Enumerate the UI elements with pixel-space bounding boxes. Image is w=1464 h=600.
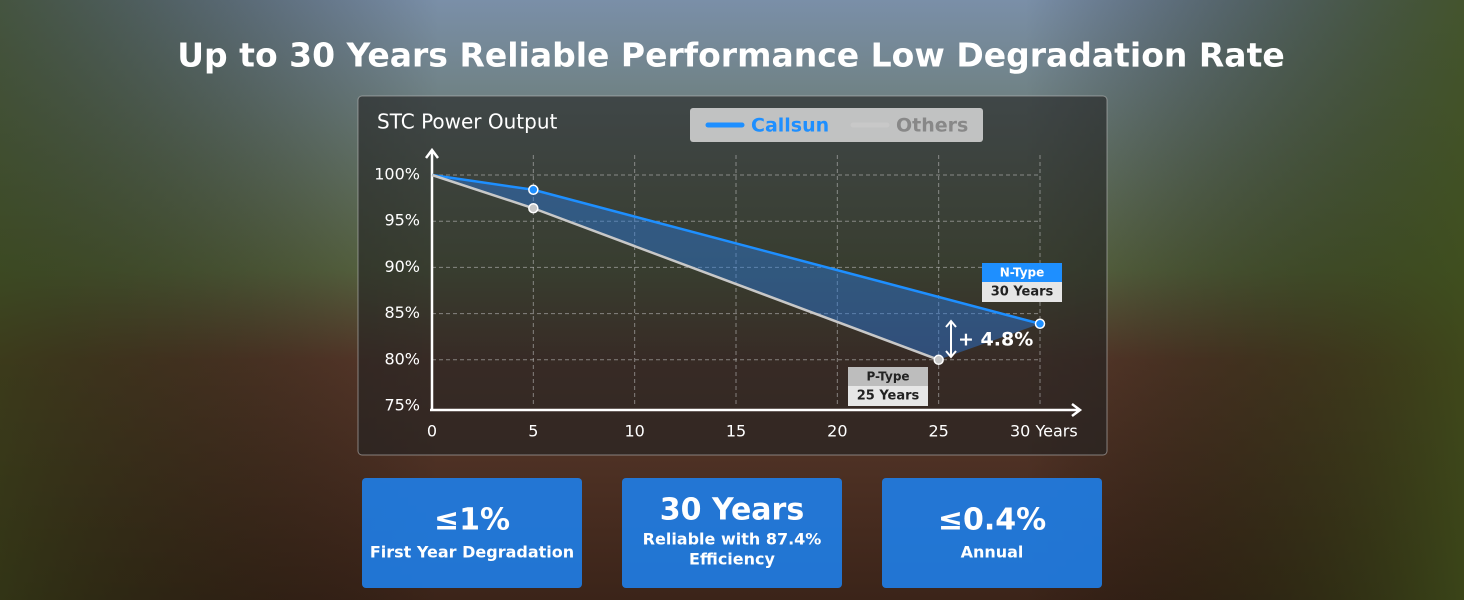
card-label: Annual bbox=[961, 543, 1024, 562]
tag-top bbox=[982, 263, 1062, 282]
card-value: ≤0.4% bbox=[938, 503, 1046, 538]
card bbox=[882, 478, 1102, 588]
cards: ≤1% First Year Degradation 30 Years Reliabl… bbox=[362, 478, 1102, 588]
annotation-text: 30 Years bbox=[991, 285, 1054, 300]
tag-bottom bbox=[982, 282, 1062, 302]
delta-arrow bbox=[945, 319, 957, 359]
plot: 75% 80% 85% 90% 95% 100% 0 5 10 15 20 25 30 Years N-T… bbox=[374, 147, 1083, 441]
annotation-text: 25 Years bbox=[857, 389, 920, 404]
annotation-title: N-Type bbox=[1000, 266, 1045, 280]
gap-area bbox=[432, 175, 1040, 360]
x-tick-label: 5 bbox=[528, 422, 538, 441]
card bbox=[362, 478, 582, 588]
x-tick-label: 30 Years bbox=[1010, 422, 1078, 441]
y-tick-label: 75% bbox=[384, 396, 420, 415]
y-tick-label: 95% bbox=[384, 211, 420, 230]
card-label: First Year Degradation bbox=[370, 543, 574, 562]
point bbox=[1034, 318, 1046, 330]
y-tick-label: 90% bbox=[384, 257, 420, 276]
x-tick-label: 0 bbox=[427, 422, 437, 441]
x-tick-label: 15 bbox=[726, 422, 746, 441]
tag-top bbox=[848, 367, 928, 386]
legend bbox=[690, 108, 983, 142]
page-title: Up to 30 Years Reliable Performance Low … bbox=[177, 36, 1284, 75]
point bbox=[933, 354, 944, 366]
x-tick-label: 25 bbox=[928, 422, 948, 441]
card-value: ≤1% bbox=[434, 503, 510, 538]
x-axis bbox=[430, 403, 1083, 417]
tag-bottom bbox=[848, 386, 928, 406]
chart-panel bbox=[357, 95, 1108, 456]
legend-label: Others bbox=[896, 115, 968, 137]
y-tick-label: 85% bbox=[384, 303, 420, 322]
legend-label: Callsun bbox=[751, 115, 829, 137]
card bbox=[622, 478, 842, 588]
y-axis bbox=[425, 147, 439, 410]
delta-label: + 4.8% bbox=[958, 329, 1033, 351]
x-tick-label: 20 bbox=[827, 422, 847, 441]
y-tick-label: 100% bbox=[374, 165, 420, 184]
card-label: Reliable with 87.4% bbox=[643, 530, 822, 549]
point bbox=[528, 184, 539, 196]
chart-title: STC Power Output bbox=[377, 110, 558, 134]
annotation-title: P-Type bbox=[866, 370, 909, 384]
x-tick-label: 10 bbox=[624, 422, 644, 441]
card-label: Efficiency bbox=[689, 550, 775, 569]
point bbox=[528, 203, 539, 214]
card-value: 30 Years bbox=[660, 493, 804, 528]
y-tick-label: 80% bbox=[384, 349, 420, 368]
